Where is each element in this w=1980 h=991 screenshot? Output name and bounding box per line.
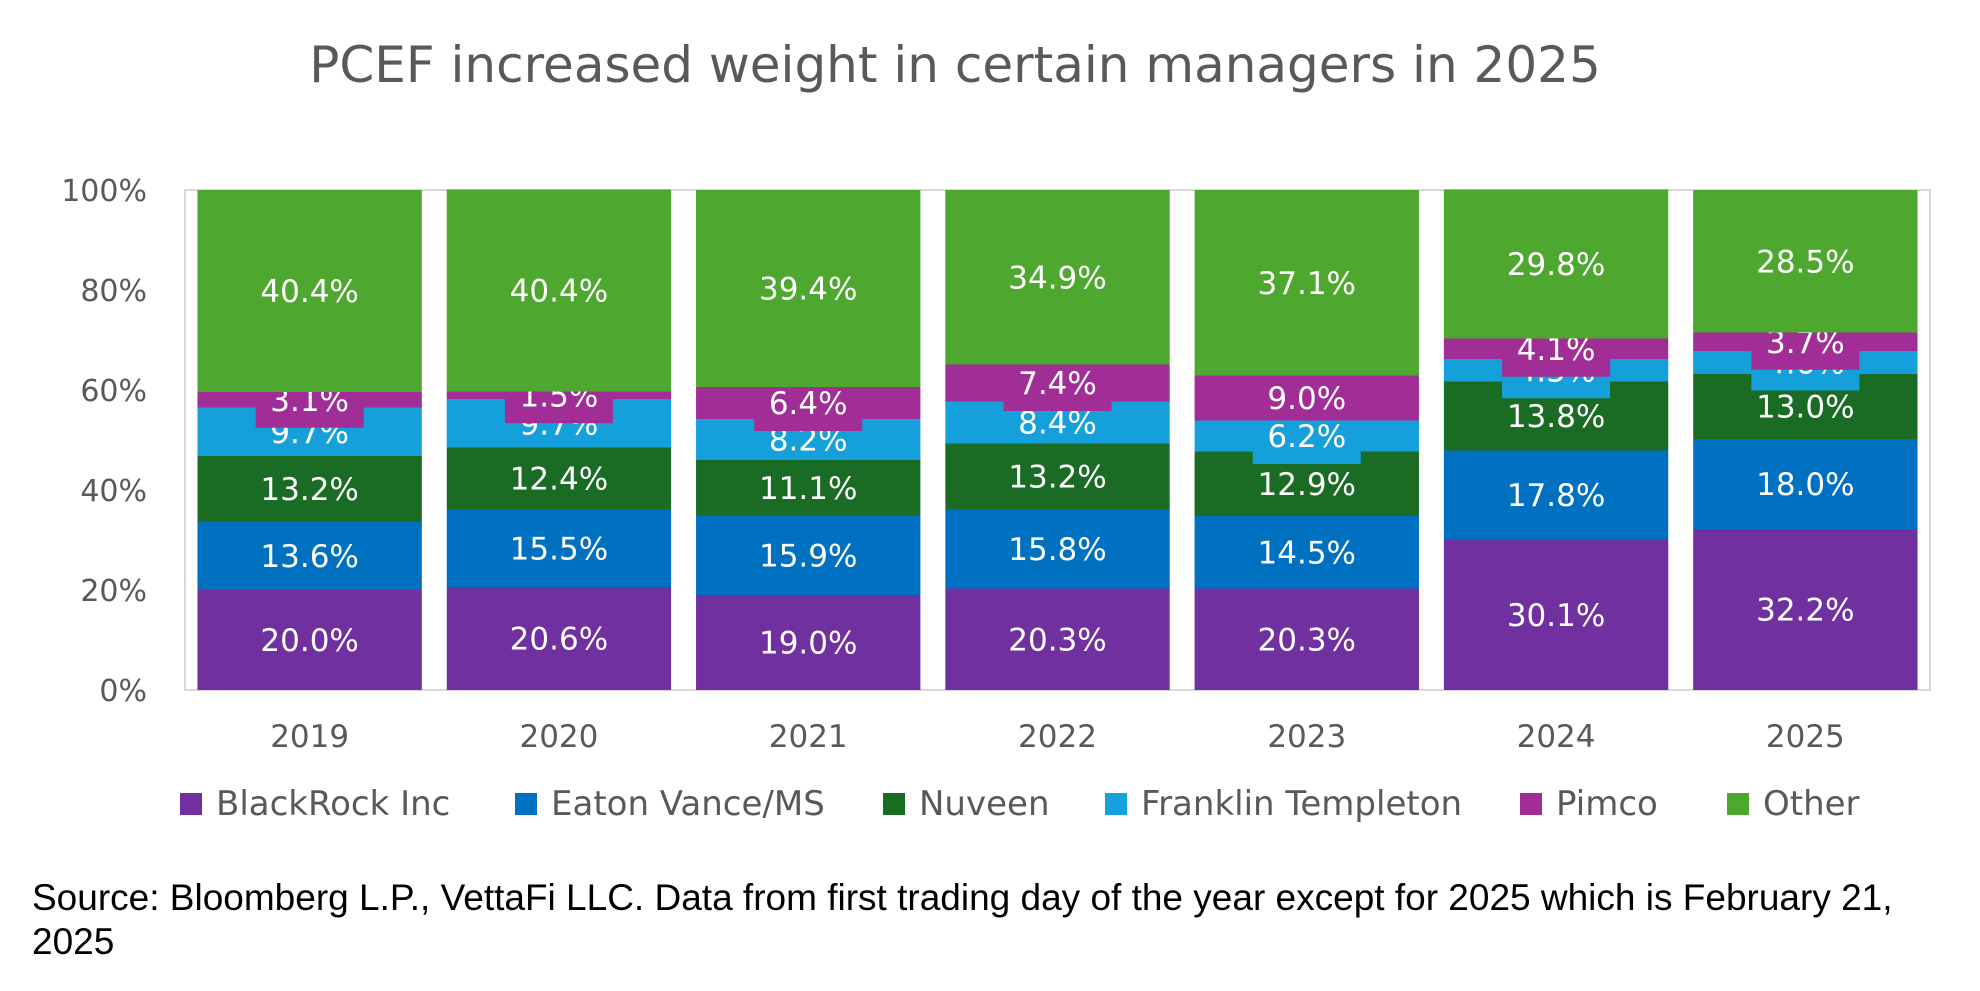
legend-label: Other — [1763, 784, 1860, 824]
plot-area: 0%20%40%60%80%100%20.0%13.6%13.2%9.7%3.1… — [61, 174, 1931, 755]
y-tick-label: 0% — [99, 674, 147, 709]
legend-label: BlackRock Inc — [216, 784, 450, 824]
legend-swatch — [515, 793, 537, 815]
data-label: 18.0% — [1756, 467, 1854, 503]
data-label: 13.0% — [1756, 390, 1854, 426]
bar-segment-blackrock-inc-2021 — [696, 595, 921, 690]
legend-swatch — [1727, 793, 1749, 815]
legend-swatch — [1520, 793, 1542, 815]
data-label: 15.5% — [510, 531, 608, 567]
y-tick-label: 40% — [80, 474, 147, 509]
legend-label: Eaton Vance/MS — [551, 784, 825, 824]
legend-swatch — [883, 793, 905, 815]
x-tick-label: 2021 — [769, 719, 848, 755]
legend-swatch — [1105, 793, 1127, 815]
bar-segment-blackrock-inc-2020 — [446, 587, 672, 690]
x-tick-label: 2024 — [1517, 719, 1596, 755]
legend-label: Pimco — [1556, 784, 1658, 824]
legend-swatch — [180, 793, 202, 815]
bar-segment-nuveen-2020 — [446, 447, 672, 510]
bar-segment-other-2023 — [1194, 190, 1419, 376]
data-label: 15.9% — [759, 538, 857, 574]
x-tick-label: 2023 — [1267, 719, 1346, 755]
bar-segment-blackrock-inc-2025 — [1693, 529, 1918, 690]
bar-segment-eaton-vance-ms-2020 — [446, 509, 672, 587]
data-label: 11.1% — [759, 471, 857, 507]
data-label: 39.4% — [759, 272, 857, 308]
data-label: 20.3% — [1258, 622, 1356, 658]
x-tick-label: 2020 — [519, 719, 598, 755]
y-tick-label: 20% — [80, 574, 147, 609]
data-label: 13.8% — [1507, 399, 1605, 435]
data-label: 15.8% — [1008, 532, 1106, 568]
bar-segment-eaton-vance-ms-2025 — [1693, 439, 1918, 529]
data-label: 34.9% — [1008, 260, 1106, 296]
data-label: 40.4% — [260, 274, 358, 310]
legend: BlackRock Inc Eaton Vance/MS Nuveen Frankli… — [180, 784, 1860, 824]
data-label: 19.0% — [759, 626, 857, 662]
bar-segment-eaton-vance-ms-2022 — [945, 509, 1170, 589]
bar-segment-blackrock-inc-2023 — [1194, 588, 1419, 690]
bar-segment-nuveen-2021 — [696, 460, 921, 516]
bar-segment-blackrock-inc-2019 — [197, 590, 422, 690]
data-label: 17.8% — [1507, 478, 1605, 514]
data-label: 32.2% — [1756, 593, 1854, 629]
data-label: 20.3% — [1008, 622, 1106, 658]
data-label: 30.1% — [1507, 598, 1605, 634]
data-label: 13.2% — [260, 472, 358, 508]
bar-segment-nuveen-2019 — [197, 456, 422, 522]
data-label: 40.4% — [510, 274, 608, 310]
data-label: 8.4% — [1018, 406, 1097, 442]
y-tick-label: 60% — [80, 374, 147, 409]
bar-segment-other-2025 — [1693, 190, 1918, 333]
data-label: 14.5% — [1258, 535, 1356, 571]
data-label: 12.4% — [510, 462, 608, 498]
data-label: 7.4% — [1018, 366, 1097, 402]
data-label: 13.2% — [1008, 460, 1106, 496]
data-label: 13.6% — [260, 539, 358, 575]
bar-segment-other-2022 — [945, 190, 1170, 365]
data-label: 29.8% — [1507, 247, 1605, 283]
data-label: 6.4% — [769, 386, 848, 422]
bar-segment-other-2024 — [1443, 189, 1669, 339]
bar-segment-blackrock-inc-2022 — [945, 588, 1170, 690]
data-label: 12.9% — [1258, 467, 1356, 503]
bar-segment-eaton-vance-ms-2023 — [1194, 516, 1419, 589]
bar-segment-eaton-vance-ms-2024 — [1443, 450, 1669, 540]
data-label: 20.0% — [260, 623, 358, 659]
x-tick-label: 2022 — [1018, 719, 1097, 755]
legend-label: Franklin Templeton — [1141, 784, 1462, 824]
bar-segment-pimco-2023 — [1194, 375, 1419, 421]
data-label: 6.2% — [1267, 419, 1346, 455]
bar-segment-eaton-vance-ms-2019 — [197, 522, 422, 590]
bar-segment-other-2019 — [197, 190, 422, 392]
data-label: 28.5% — [1756, 244, 1854, 280]
bar-segment-blackrock-inc-2024 — [1443, 539, 1669, 690]
data-label: 37.1% — [1258, 266, 1356, 302]
x-tick-label: 2019 — [270, 719, 349, 755]
bar-segment-nuveen-2022 — [945, 443, 1170, 510]
bar-segment-other-2021 — [696, 190, 921, 387]
data-label: 9.0% — [1267, 381, 1346, 417]
x-tick-label: 2025 — [1766, 719, 1845, 755]
source-note: Source: Bloomberg L.P., VettaFi LLC. Dat… — [32, 877, 1893, 962]
y-tick-label: 80% — [80, 274, 147, 309]
data-label: 20.6% — [510, 622, 608, 658]
bar-segment-other-2020 — [446, 189, 672, 392]
y-tick-label: 100% — [61, 174, 147, 209]
stacked-bar-chart: PCEF increased weight in certain manager… — [61, 36, 1931, 824]
chart-title: PCEF increased weight in certain manager… — [309, 36, 1601, 94]
bar-segment-eaton-vance-ms-2021 — [696, 515, 921, 595]
legend-label: Nuveen — [919, 784, 1050, 824]
